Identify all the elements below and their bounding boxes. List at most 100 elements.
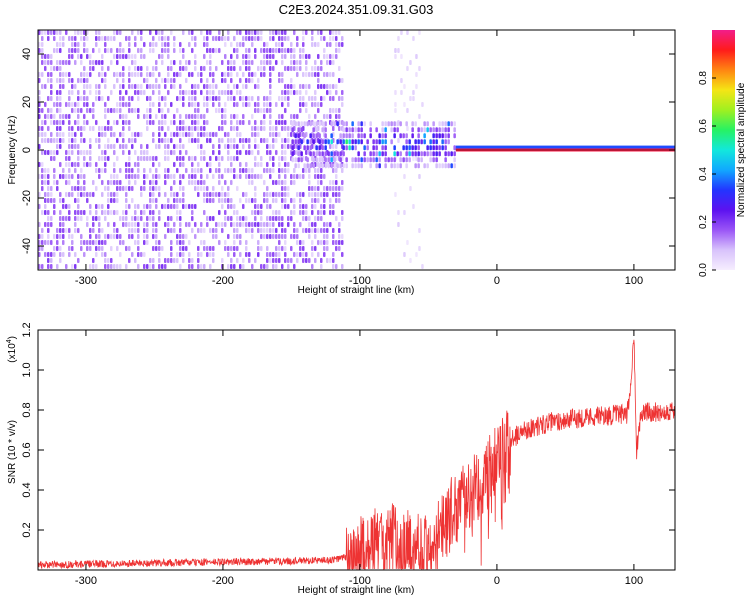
heatmap-broad-noise-cell — [86, 222, 89, 227]
heatmap-broad-noise-cell — [236, 210, 239, 215]
heatmap-broad-noise-cell — [236, 150, 239, 155]
heatmap-broad-noise-cell — [38, 144, 41, 149]
heatmap-broad-noise-cell — [263, 42, 266, 47]
heatmap-broad-noise-cell — [230, 156, 233, 161]
heatmap-broad-noise-cell — [245, 216, 248, 221]
heatmap-broad-noise-cell — [59, 66, 62, 71]
heatmap-broad-noise-cell — [284, 36, 287, 41]
heatmap-broad-noise-cell — [224, 78, 227, 83]
heatmap-broad-noise-cell — [236, 48, 239, 53]
heatmap-broad-noise-cell — [308, 180, 311, 185]
heatmap-signal-cluster-cell — [375, 157, 378, 163]
heatmap-signal-cluster-cell — [315, 121, 318, 127]
heatmap-broad-noise-cell — [254, 132, 257, 137]
heatmap-signal-cluster-cell — [318, 121, 321, 127]
heatmap-broad-noise-cell — [167, 228, 170, 233]
heatmap-broad-noise-cell — [341, 186, 344, 191]
heatmap-broad-noise-cell — [167, 216, 170, 221]
heatmap-broad-noise-cell — [137, 162, 140, 167]
heatmap-broad-noise-cell — [92, 240, 95, 245]
heatmap-broad-noise-cell — [299, 240, 302, 245]
heatmap-broad-noise-cell — [302, 72, 305, 77]
heatmap-broad-noise-cell — [245, 222, 248, 227]
heatmap-broad-noise-cell — [80, 168, 83, 173]
heatmap-broad-noise-cell — [176, 144, 179, 149]
heatmap-signal-cluster-cell — [342, 163, 345, 169]
snr-scale-close: ) — [7, 336, 18, 339]
heatmap-broad-noise-cell — [83, 96, 86, 101]
heatmap-broad-noise-cell — [335, 168, 338, 173]
heatmap-broad-noise-cell — [278, 132, 281, 137]
heatmap-broad-noise-cell — [230, 120, 233, 125]
heatmap-broad-noise-cell — [233, 204, 236, 209]
heatmap-broad-noise-cell — [200, 126, 203, 131]
heatmap-broad-noise-cell — [131, 72, 134, 77]
heatmap-broad-noise-cell — [68, 138, 71, 143]
heatmap-broad-noise-cell — [68, 120, 71, 125]
heatmap-broad-noise-cell — [335, 30, 338, 35]
heatmap-broad-noise-cell — [191, 84, 194, 89]
heatmap-broad-noise-cell — [173, 180, 176, 185]
heatmap-broad-noise-cell — [275, 216, 278, 221]
heatmap-broad-noise-cell — [284, 144, 287, 149]
heatmap-broad-noise-cell — [203, 66, 206, 71]
heatmap-broad-noise-cell — [299, 84, 302, 89]
heatmap-signal-cluster-cell — [435, 127, 438, 133]
heatmap-broad-noise-cell — [137, 246, 140, 251]
heatmap-broad-noise-cell — [104, 78, 107, 83]
heatmap-broad-noise-cell — [167, 156, 170, 161]
heatmap-broad-noise-cell — [236, 54, 239, 59]
heatmap-broad-noise-cell — [221, 156, 224, 161]
heatmap-broad-noise-cell — [131, 222, 134, 227]
heatmap-broad-noise-cell — [188, 102, 191, 107]
heatmap-broad-noise-cell — [176, 132, 179, 137]
heatmap-broad-noise-cell — [269, 54, 272, 59]
heatmap-broad-noise-cell — [254, 120, 257, 125]
heatmap-broad-noise-cell — [224, 120, 227, 125]
heatmap-broad-noise-cell — [89, 228, 92, 233]
heatmap-broad-noise-cell — [62, 204, 65, 209]
heatmap-broad-noise-cell — [125, 174, 128, 179]
heatmap-broad-noise-cell — [38, 222, 41, 227]
heatmap-broad-noise-cell — [71, 138, 74, 143]
heatmap-broad-noise-cell — [65, 72, 68, 77]
heatmap-signal-cluster-cell — [291, 139, 294, 145]
heatmap-broad-noise-cell — [140, 132, 143, 137]
heatmap-signal-cluster-cell — [345, 163, 348, 169]
heatmap-signal-cluster-cell — [384, 151, 387, 157]
heatmap-broad-noise-cell — [320, 96, 323, 101]
heatmap-broad-noise-cell — [329, 108, 332, 113]
heatmap-broad-noise-cell — [59, 90, 62, 95]
heatmap-scattered-cell — [400, 90, 403, 95]
heatmap-broad-noise-cell — [290, 210, 293, 215]
heatmap-scattered-cell — [403, 210, 406, 215]
heatmap-broad-noise-cell — [212, 36, 215, 41]
heatmap-broad-noise-cell — [305, 60, 308, 65]
heatmap-broad-noise-cell — [122, 66, 125, 71]
heatmap-broad-noise-cell — [284, 252, 287, 257]
heatmap-signal-cluster-cell — [411, 133, 414, 139]
heatmap-broad-noise-cell — [59, 30, 62, 35]
heatmap-broad-noise-cell — [59, 84, 62, 89]
heatmap-broad-noise-cell — [203, 198, 206, 203]
heatmap-broad-noise-cell — [284, 84, 287, 89]
heatmap-broad-noise-cell — [215, 84, 218, 89]
heatmap-broad-noise-cell — [272, 144, 275, 149]
heatmap-broad-noise-cell — [89, 204, 92, 209]
heatmap-broad-noise-cell — [161, 36, 164, 41]
heatmap-broad-noise-cell — [206, 192, 209, 197]
heatmap-broad-noise-cell — [284, 240, 287, 245]
heatmap-broad-noise-cell — [299, 174, 302, 179]
heatmap-broad-noise-cell — [59, 234, 62, 239]
heatmap-broad-noise-cell — [71, 186, 74, 191]
heatmap-broad-noise-cell — [197, 180, 200, 185]
heatmap-broad-noise-cell — [332, 258, 335, 263]
heatmap-broad-noise-cell — [224, 72, 227, 77]
heatmap-broad-noise-cell — [182, 156, 185, 161]
heatmap-broad-noise-cell — [314, 168, 317, 173]
heatmap-signal-cluster-cell — [390, 139, 393, 145]
heatmap-broad-noise-cell — [71, 84, 74, 89]
heatmap-broad-noise-cell — [128, 108, 131, 113]
y-tick-label: 0 — [21, 147, 33, 153]
heatmap-broad-noise-cell — [128, 186, 131, 191]
